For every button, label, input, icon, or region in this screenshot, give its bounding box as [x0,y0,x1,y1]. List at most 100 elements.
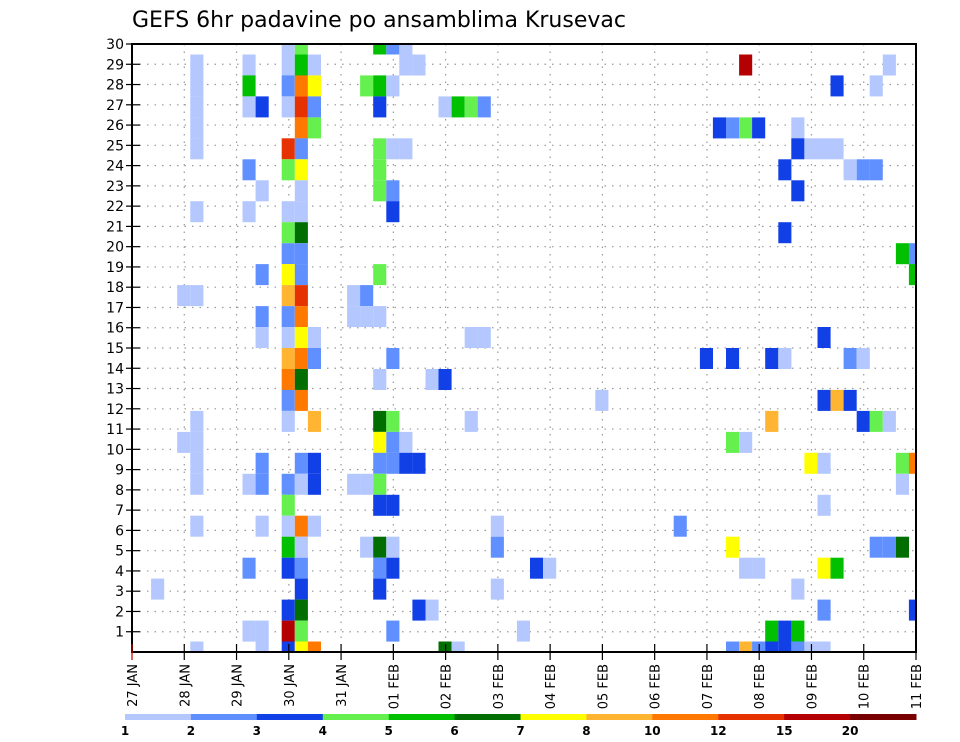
heatmap-cell [294,599,308,621]
colorbar-segment [388,714,456,720]
heatmap-cell [490,515,504,537]
y-tick-label: 29 [106,57,124,73]
heatmap-cell [281,44,295,55]
colorbar-segment [520,714,587,720]
heatmap-cell [804,138,818,160]
heatmap-cell [778,222,792,244]
heatmap-cell [791,620,805,642]
y-tick-label: 22 [106,199,124,215]
heatmap-cell [307,96,321,118]
y-tick-label: 8 [115,483,124,499]
heatmap-cell [856,348,870,369]
heatmap-cell [294,389,308,411]
heatmap-cell [190,431,204,453]
heatmap-cell [373,44,387,55]
heatmap-cell [190,96,204,118]
heatmap-cell [294,578,308,600]
heatmap-cell [360,75,374,97]
colorbar-label: 8 [582,724,590,738]
heatmap-cell [242,620,256,642]
heatmap-cell [856,410,870,432]
heatmap-cell [255,327,269,348]
heatmap-cell [399,452,413,474]
y-tick-label: 1 [115,625,124,641]
heatmap-cell [294,536,308,558]
heatmap-cell [281,54,295,76]
heatmap-cell [451,641,465,652]
heatmap-cell [882,536,896,558]
heatmap-cell [817,494,831,516]
heatmap-cell [242,201,256,223]
heatmap-cell [386,431,400,453]
heatmap-cell [190,473,204,495]
y-tick-label: 4 [115,564,124,580]
y-tick-label: 17 [106,300,124,316]
heatmap-cell [190,117,204,139]
heatmap-cell [281,369,295,390]
heatmap-cell [281,515,295,537]
heatmap-cell [386,410,400,432]
x-tick-label: 09 FEB [805,664,820,709]
heatmap-cell [752,557,766,579]
x-tick-label: 02 FEB [440,664,455,709]
heatmap-cell [595,389,609,411]
y-tick-label: 9 [115,463,124,479]
heatmap-cell [386,138,400,160]
x-tick-label: 30 JAN [283,664,298,707]
heatmap-cell [752,117,766,139]
heatmap-cell [869,75,883,97]
heatmap-cell [294,54,308,76]
heatmap-cell [490,536,504,558]
y-tick-label: 30 [106,37,124,53]
heatmap-cell [190,54,204,76]
y-tick-label: 23 [106,179,124,195]
heatmap-cell [281,159,295,181]
heatmap-cell [307,54,321,76]
heatmap-cell [373,264,387,286]
heatmap-cell [830,75,844,97]
chart-title: GEFS 6hr padavine po ansamblima Krusevac [132,8,626,33]
heatmap-cell [830,557,844,579]
heatmap-cell [294,201,308,223]
y-tick-label: 6 [115,523,124,539]
heatmap-cell [307,515,321,537]
heatmap-cell [190,201,204,223]
heatmap-cell [360,306,374,328]
heatmap-cell [438,96,452,118]
heatmap-cell [791,117,805,139]
heatmap-cell [895,473,909,495]
heatmap-cell [856,159,870,181]
y-tick-label: 15 [106,341,124,357]
heatmap-cell [869,410,883,432]
x-axis: 27 JAN 28 JAN 29 JAN 30 JAN 31 JAN 01 FEB 02 F… [126,644,925,709]
heatmap-cell [373,578,387,600]
heatmap-cell [726,348,740,369]
heatmap-cell [386,452,400,474]
heatmap-cell [294,117,308,139]
heatmap-cell [294,75,308,97]
heatmap-cell [386,201,400,223]
heatmap-cell [739,557,753,579]
heatmap-cell [255,620,269,642]
heatmap-cell [281,201,295,223]
heatmap-cell [294,557,308,579]
heatmap-cell [294,452,308,474]
heatmap-cell [412,54,426,76]
heatmap-cell [673,515,687,537]
heatmap-cell [739,54,753,76]
y-tick-label: 18 [106,280,124,296]
y-tick-label: 7 [115,503,124,519]
heatmap-cell [255,96,269,118]
heatmap-cell [726,641,740,652]
colorbar-label: 2 [187,724,195,738]
heatmap-cell [882,54,896,76]
heatmap-cell [399,44,413,55]
heatmap-cell [307,452,321,474]
heatmap-cell [895,536,909,558]
heatmap-cell [778,159,792,181]
heatmap-cell [177,431,191,453]
colorbar-label: 1 [121,724,129,738]
heatmap-cell [908,264,916,286]
heatmap-cell [778,620,792,642]
